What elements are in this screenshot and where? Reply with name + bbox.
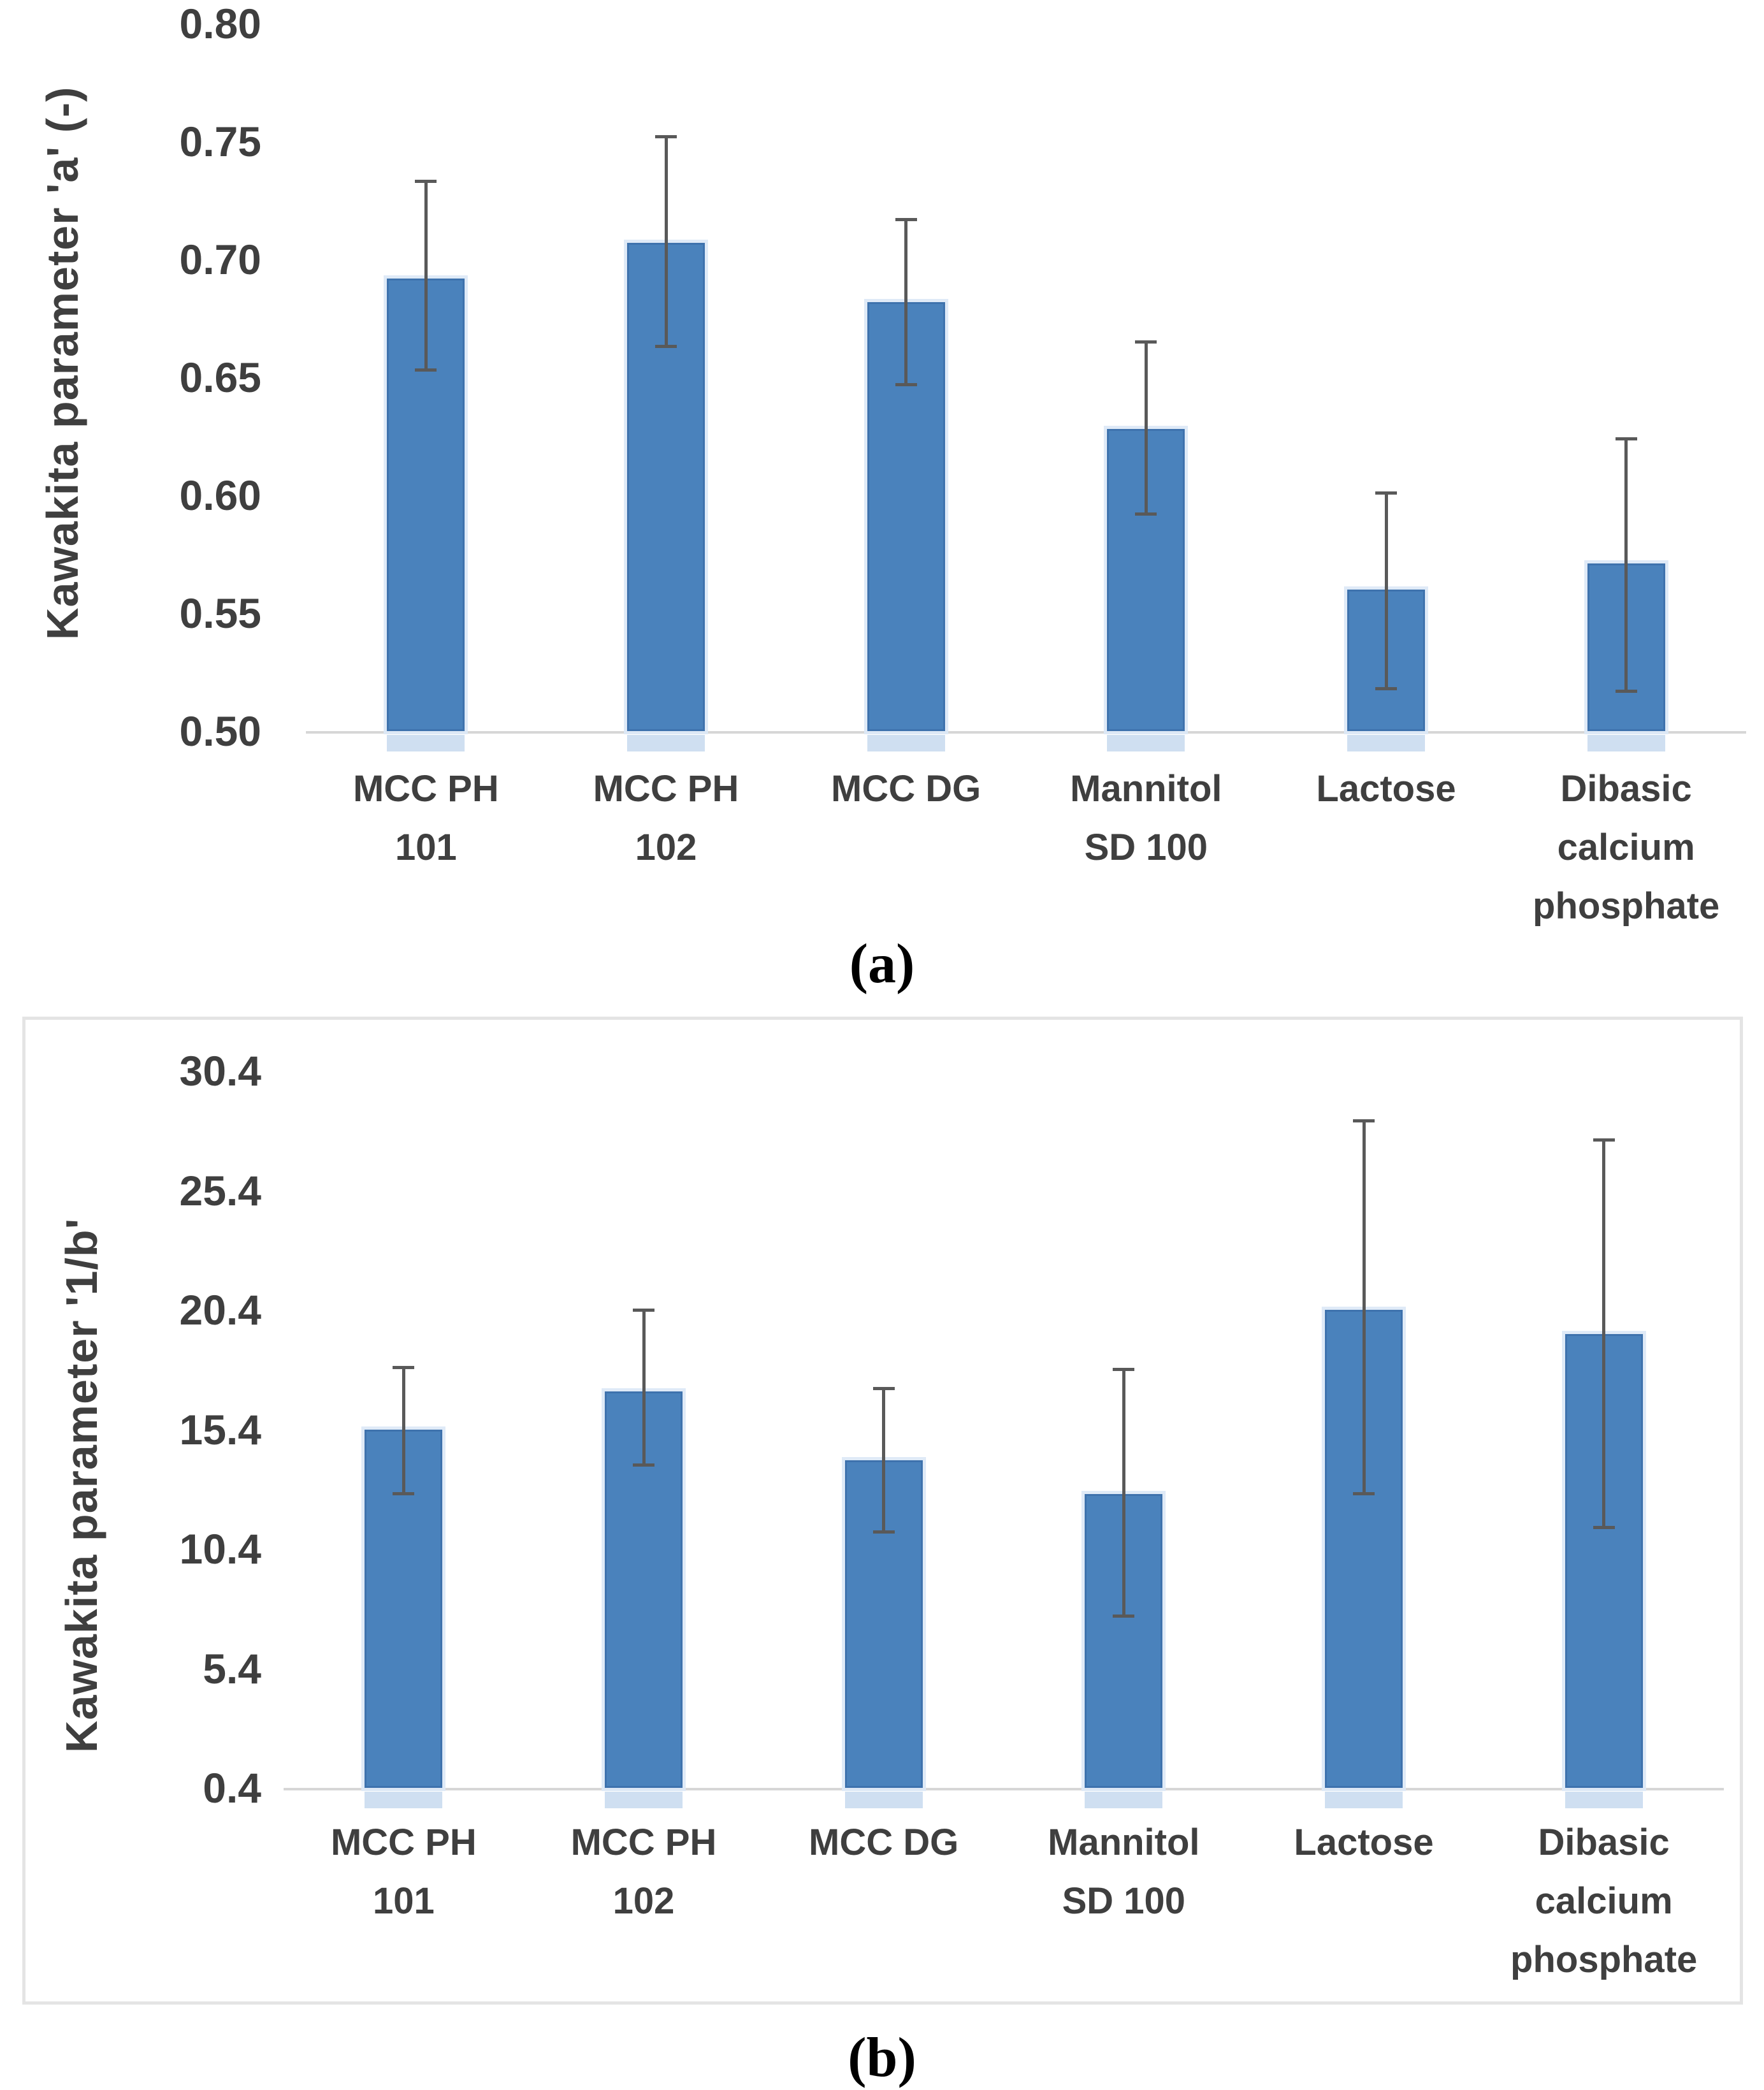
error-bar xyxy=(424,181,428,370)
error-bar-cap xyxy=(872,1387,895,1391)
chart-panel-a: Kawakita parameter 'a' (-) 0.80 0.75 0.70 0… xyxy=(0,0,1764,1007)
category-label-6: Dibasic calcium phosphate xyxy=(1533,768,1720,927)
error-bar xyxy=(1384,493,1388,689)
error-bar-cap xyxy=(895,382,917,386)
y-tick-label: 20.4 xyxy=(179,1286,261,1333)
error-bar-cap xyxy=(872,1530,895,1534)
category-label-2: MCC PH 102 xyxy=(593,768,739,868)
bar-reflection xyxy=(867,735,945,751)
category-label-2: MCC PH 102 xyxy=(570,1822,717,1922)
plot-area-b xyxy=(284,1071,1724,1790)
bar-reflection xyxy=(1107,735,1185,751)
category-label-4: Mannitol SD 100 xyxy=(1048,1822,1200,1922)
category-label-3: MCC DG xyxy=(809,1822,959,1863)
error-bar xyxy=(664,136,668,347)
bar-reflection xyxy=(1565,1792,1643,1808)
error-bar xyxy=(1362,1121,1366,1494)
y-tick-label: 0.60 xyxy=(179,472,261,519)
error-bar-cap xyxy=(393,1365,415,1369)
bar-reflection xyxy=(1347,735,1425,751)
y-tick-label: 10.4 xyxy=(179,1525,261,1572)
error-bar-cap xyxy=(655,135,677,139)
error-bar-cap xyxy=(415,180,437,184)
error-bar xyxy=(642,1310,646,1465)
bar-reflection xyxy=(627,735,705,751)
error-bar-cap xyxy=(655,345,677,349)
y-tick-label: 25.4 xyxy=(179,1166,261,1214)
error-bar-cap xyxy=(1135,512,1157,516)
panel-caption-b: (b) xyxy=(848,2027,916,2089)
error-bar xyxy=(1602,1140,1606,1528)
bar-reflection xyxy=(387,735,465,751)
error-bar-cap xyxy=(1353,1492,1375,1496)
error-bar xyxy=(401,1367,405,1494)
bar-reflection xyxy=(1325,1792,1403,1808)
y-tick-label: 0.65 xyxy=(179,354,261,401)
category-label-1: MCC PH 101 xyxy=(330,1822,477,1922)
y-tick-label: 0.50 xyxy=(179,708,261,755)
category-label-5: Lactose xyxy=(1316,768,1456,809)
error-bar xyxy=(904,219,908,385)
error-bar-cap xyxy=(1593,1138,1615,1142)
error-bar-cap xyxy=(1615,689,1637,693)
error-bar-cap xyxy=(1113,1614,1135,1618)
y-tick-label: 30.4 xyxy=(179,1047,261,1094)
plot-area-a xyxy=(306,24,1746,734)
bar-4 xyxy=(1107,429,1185,731)
error-bar-cap xyxy=(1353,1119,1375,1123)
bar-reflection xyxy=(365,1792,443,1808)
error-bar-cap xyxy=(633,1463,654,1467)
y-tick-label: 0.70 xyxy=(179,236,261,283)
error-bar-cap xyxy=(633,1308,654,1312)
bar-reflection xyxy=(1587,735,1665,751)
category-label-1: MCC PH 101 xyxy=(352,768,499,868)
category-label-4: Mannitol SD 100 xyxy=(1070,768,1222,868)
category-label-6: Dibasic calcium phosphate xyxy=(1510,1822,1698,1980)
y-tick-label: 0.55 xyxy=(179,590,261,637)
panel-caption-a: (a) xyxy=(849,933,915,995)
y-axis-label-b: Kawakita parameter '1/b' xyxy=(57,1217,106,1753)
category-label-3: MCC DG xyxy=(831,768,981,809)
error-bar-cap xyxy=(1615,437,1637,440)
y-tick-label: 0.75 xyxy=(179,118,261,165)
bar-reflection xyxy=(1085,1792,1163,1808)
error-bar-cap xyxy=(1135,340,1157,344)
error-bar xyxy=(882,1388,886,1532)
y-tick-label: 15.4 xyxy=(179,1405,261,1453)
bar-reflection xyxy=(605,1792,683,1808)
category-label-5: Lactose xyxy=(1294,1822,1434,1863)
error-bar-cap xyxy=(895,217,917,221)
error-bar xyxy=(1122,1369,1125,1616)
chart-panel-b: Kawakita parameter '1/b' 30.4 25.4 20.4 15.… xyxy=(22,1017,1743,2005)
error-bar-cap xyxy=(1375,686,1397,690)
error-bar-cap xyxy=(415,368,437,372)
error-bar xyxy=(1624,439,1628,692)
error-bar-cap xyxy=(393,1492,415,1496)
bar-reflection xyxy=(844,1792,923,1808)
error-bar-cap xyxy=(1593,1525,1615,1529)
y-tick-label: 0.4 xyxy=(203,1764,261,1811)
error-bar xyxy=(1144,342,1148,514)
y-tick-label: 0.80 xyxy=(179,0,261,47)
error-bar-cap xyxy=(1113,1368,1135,1372)
y-tick-label: 5.4 xyxy=(203,1644,261,1692)
error-bar-cap xyxy=(1375,491,1397,495)
